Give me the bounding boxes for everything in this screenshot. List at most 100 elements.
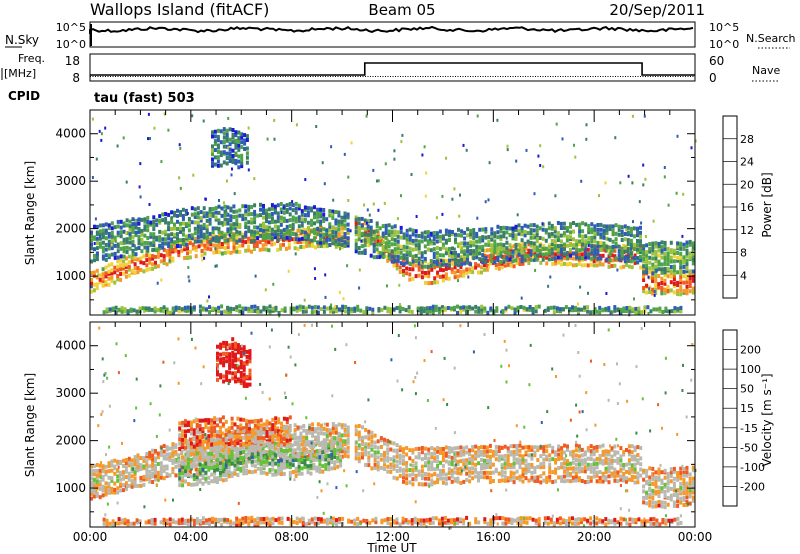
heatmap-cell [222,160,226,165]
heatmap-cell [441,242,445,247]
heatmap-cell [250,232,253,237]
heatmap-cell [230,445,234,450]
heatmap-cell [685,244,689,249]
heatmap-cell [300,442,304,447]
heatmap-cell [437,306,441,311]
heatmap-cell [343,232,347,236]
heatmap-cell [676,306,680,311]
heatmap-cell [363,251,367,255]
heatmap-cell [564,305,568,310]
heatmap-cell [184,433,187,438]
heatmap-cell [306,441,310,446]
heatmap-cell [676,251,680,255]
heatmap-cell [439,447,442,451]
heatmap-cell [256,443,260,448]
heatmap-cell [361,425,364,430]
heatmap-cell [195,442,199,447]
scatter-cell [233,192,236,196]
heatmap-cell [630,255,634,260]
heatmap-cell [122,229,126,234]
heatmap-cell [113,265,117,270]
heatmap-cell [303,217,307,222]
heatmap-cell [265,471,269,476]
heatmap-cell [228,127,232,132]
heatmap-cell [571,456,575,461]
heatmap-cell [110,268,114,273]
heatmap-cell [197,454,201,458]
heatmap-cell [133,271,137,275]
heatmap-cell [419,309,423,314]
heatmap-cell [236,447,240,452]
heatmap-cell [574,466,578,471]
heatmap-cell [184,212,188,216]
heatmap-cell [243,147,247,151]
heatmap-cell [547,251,551,256]
heatmap-cell [180,449,184,454]
heatmap-cell [92,480,96,485]
heatmap-cell [239,450,243,455]
scatter-cell [110,243,113,247]
heatmap-cell [245,134,249,139]
heatmap-cell [142,477,146,482]
heatmap-cell [231,128,235,132]
heatmap-cell [168,473,172,478]
heatmap-cell [181,483,185,488]
heatmap-cell [226,212,230,217]
heatmap-cell [424,472,427,476]
heatmap-cell [238,243,242,248]
heatmap-cell [220,304,224,309]
heatmap-cell [538,251,542,256]
heatmap-cell [211,211,215,216]
heatmap-cell [503,260,507,265]
heatmap-cell [274,420,278,425]
heatmap-cell [383,453,386,458]
scatter-cell [675,191,678,195]
heatmap-cell [557,444,561,449]
heatmap-cell [227,462,231,466]
heatmap-cell [354,242,358,247]
heatmap-cell [296,240,300,244]
heatmap-cell [189,458,193,463]
nsearch-label: N.Search [746,32,796,45]
heatmap-cell [587,255,591,260]
heatmap-cell [223,209,227,214]
heatmap-cell [259,223,262,228]
heatmap-cell [583,452,587,457]
heatmap-cell [527,478,531,483]
heatmap-cell [186,308,190,313]
heatmap-cell [306,464,310,469]
heatmap-cell [107,223,111,228]
heatmap-cell [613,263,617,268]
scatter-cell [139,195,142,199]
heatmap-cell [221,441,225,446]
heatmap-cell [436,463,440,468]
power-ylabel: Slant Range [km] [23,161,37,265]
heatmap-cell [586,462,590,467]
cpid-value: tau (fast) 503 [94,91,195,106]
heatmap-cell [468,479,472,484]
heatmap-cell [545,479,549,484]
heatmap-cell [630,248,634,253]
heatmap-cell [123,307,127,312]
heatmap-cell [441,274,445,279]
heatmap-cell [625,309,629,313]
heatmap-cell [152,235,156,240]
heatmap-cell [472,231,476,236]
heatmap-cell [478,251,482,256]
heatmap-cell [242,455,246,460]
heatmap-cell [509,470,513,475]
heatmap-cell [116,478,120,483]
heatmap-cell [204,424,208,429]
heatmap-cell [165,307,169,312]
heatmap-cell [474,262,478,267]
heatmap-cell [620,256,624,261]
heatmap-cell [553,256,557,261]
heatmap-cell [389,307,393,312]
heatmap-cell [279,215,283,220]
heatmap-cell [577,252,581,257]
heatmap-cell [517,223,521,228]
heatmap-cell [491,256,495,261]
heatmap-cell [562,226,566,231]
heatmap-cell [227,434,231,439]
heatmap-cell [294,206,298,211]
